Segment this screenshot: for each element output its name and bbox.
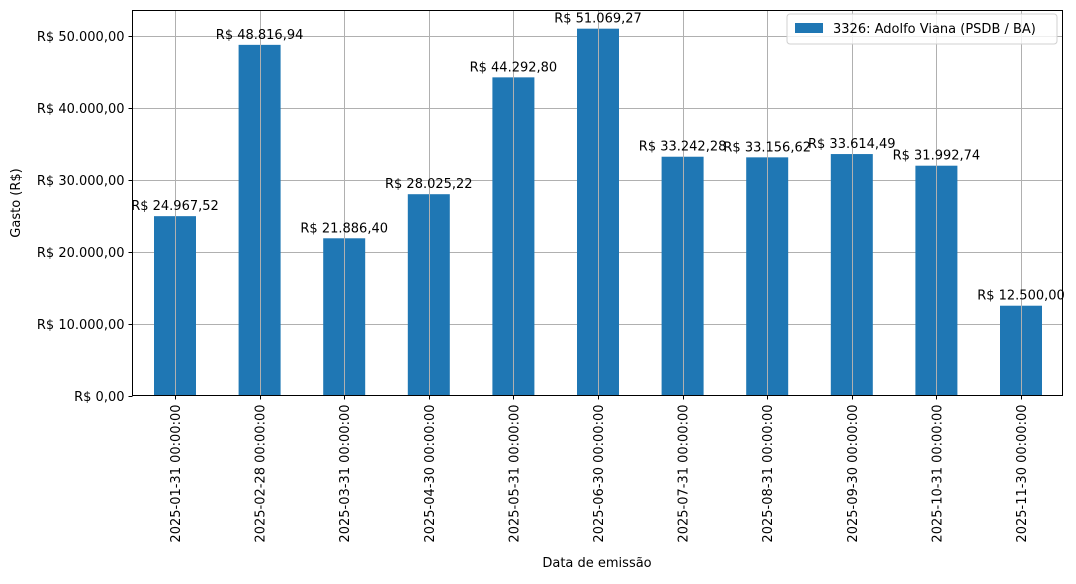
legend-label: 3326: Adolfo Viana (PSDB / BA) — [833, 22, 1036, 37]
bar-value-label: R$ 21.886,40 — [300, 221, 388, 236]
bar-value-label: R$ 33.614,49 — [808, 137, 896, 152]
x-tick-label: 2025-04-30 00:00:00 — [423, 405, 438, 543]
bar-value-label: R$ 48.816,94 — [216, 28, 304, 43]
x-axis-label: Data de emissão — [542, 556, 651, 571]
x-tick-label: 2025-08-31 00:00:00 — [761, 405, 776, 543]
bar — [830, 154, 873, 396]
x-tick-label: 2025-02-28 00:00:00 — [254, 405, 269, 543]
y-tick-label: R$ 0,00 — [74, 390, 124, 405]
x-tick-label: 2025-05-31 00:00:00 — [507, 405, 522, 543]
x-tick-label: 2025-06-30 00:00:00 — [592, 405, 607, 543]
y-tick-label: R$ 30.000,00 — [37, 174, 125, 189]
bar-value-label: R$ 28.025,22 — [385, 177, 473, 192]
legend: 3326: Adolfo Viana (PSDB / BA) — [786, 13, 1058, 45]
bar — [238, 44, 281, 396]
x-tick-label: 2025-03-31 00:00:00 — [338, 405, 353, 543]
x-axis: 2025-01-31 00:00:00 2025-02-28 00:00:00 20… — [169, 395, 1030, 543]
y-tick-label: R$ 50.000,00 — [37, 30, 125, 45]
bar — [661, 156, 704, 396]
legend-frame — [786, 13, 1058, 45]
x-tick-label: 2025-10-31 00:00:00 — [930, 405, 945, 543]
y-axis-label: Gasto (R$) — [9, 168, 24, 237]
bar-value-label: R$ 51.069,27 — [554, 12, 642, 27]
x-tick-label: 2025-07-31 00:00:00 — [677, 405, 692, 543]
x-tick-label: 2025-01-31 00:00:00 — [169, 405, 184, 543]
x-tick-label: 2025-11-30 00:00:00 — [1015, 405, 1030, 543]
bar-value-label: R$ 31.992,74 — [893, 149, 981, 164]
y-tick-label: R$ 10.000,00 — [37, 318, 125, 333]
plot-area-frame — [132, 10, 1063, 396]
legend-swatch — [795, 23, 823, 33]
bar-value-labels: R$ 24.967,52 R$ 48.816,94 R$ 21.886,40 R$ 2… — [131, 12, 1065, 304]
bar-value-label: R$ 24.967,52 — [131, 199, 219, 214]
bar-value-label: R$ 12.500,00 — [977, 289, 1065, 304]
bar — [407, 194, 450, 396]
bar-value-label: R$ 33.242,28 — [639, 140, 727, 155]
bar-value-label: R$ 33.156,62 — [723, 140, 811, 155]
y-tick-label: R$ 20.000,00 — [37, 246, 125, 261]
bars — [154, 10, 1042, 396]
x-tick-label: 2025-09-30 00:00:00 — [846, 405, 861, 543]
y-axis: R$ 0,00 R$ 10.000,00 R$ 20.000,00 R$ 30.000… — [37, 30, 133, 405]
y-tick-label: R$ 40.000,00 — [37, 102, 125, 117]
bar-value-label: R$ 44.292,80 — [470, 60, 558, 75]
